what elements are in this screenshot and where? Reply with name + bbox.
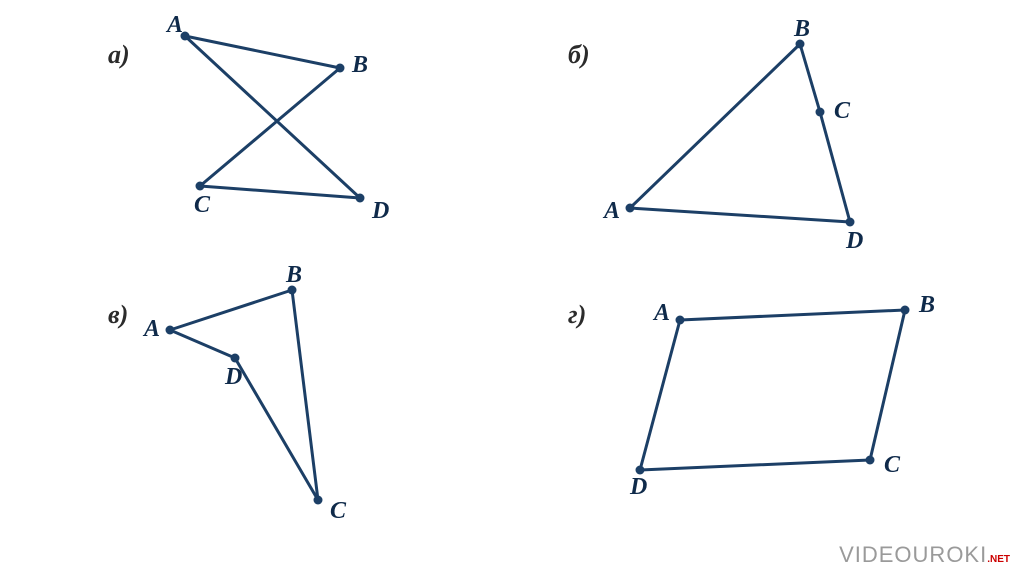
vertex-label-v-B: B (285, 262, 302, 288)
geometry-stage: A B C D A B C D A B C D A B C D (0, 0, 1024, 574)
vertex-b-A (626, 204, 635, 213)
vertex-label-a-C: C (194, 192, 211, 218)
vertex-b-D (846, 218, 855, 227)
edge-b-BC (800, 44, 820, 112)
watermark-suffix: .NET (987, 554, 1010, 565)
watermark-main: VIDEOUROKI (839, 542, 987, 567)
vertex-label-g-C: C (884, 452, 901, 478)
vertex-label-a-A: A (165, 12, 183, 38)
vertex-label-b-C: C (834, 98, 851, 124)
vertex-label-v-C: C (330, 498, 347, 524)
vertex-label-b-A: A (602, 198, 620, 224)
vertex-b-C (816, 108, 825, 117)
watermark: VIDEOUROKI.NET (839, 542, 1010, 568)
vertex-v-D (231, 354, 240, 363)
vertex-v-A (166, 326, 175, 335)
vertex-g-B (901, 306, 910, 315)
edge-v-AB (170, 290, 292, 330)
edge-b-AB (630, 44, 800, 208)
vertex-label-a-B: B (351, 52, 368, 78)
panel-label-v: в) (108, 300, 128, 330)
vertex-a-C (196, 182, 205, 191)
vertex-a-D (356, 194, 365, 203)
edge-a-DA (185, 36, 360, 198)
edge-v-CD (235, 358, 318, 500)
edge-b-CD (820, 112, 850, 222)
vertex-label-v-D: D (224, 364, 242, 390)
edge-a-BC (200, 68, 340, 186)
panel-label-b: б) (568, 40, 590, 70)
vertex-label-g-D: D (629, 474, 647, 500)
vertex-v-C (314, 496, 323, 505)
edge-g-DA (640, 320, 680, 470)
vertex-a-B (336, 64, 345, 73)
edge-b-DA (630, 208, 850, 222)
vertex-label-b-D: D (845, 228, 863, 254)
vertex-g-A (676, 316, 685, 325)
panel-label-a: а) (108, 40, 130, 70)
vertex-label-a-D: D (371, 198, 389, 224)
vertex-label-g-B: B (918, 292, 935, 318)
edge-a-CD (200, 186, 360, 198)
edge-g-AB (680, 310, 905, 320)
panel-label-g: г) (568, 300, 586, 330)
edge-g-BC (870, 310, 905, 460)
vertex-label-v-A: A (142, 316, 160, 342)
edge-a-AB (185, 36, 340, 68)
edge-v-BC (292, 290, 318, 500)
edge-g-CD (640, 460, 870, 470)
vertex-label-b-B: B (793, 16, 810, 42)
edge-v-DA (170, 330, 235, 358)
vertex-g-C (866, 456, 875, 465)
vertex-label-g-A: A (652, 300, 670, 326)
